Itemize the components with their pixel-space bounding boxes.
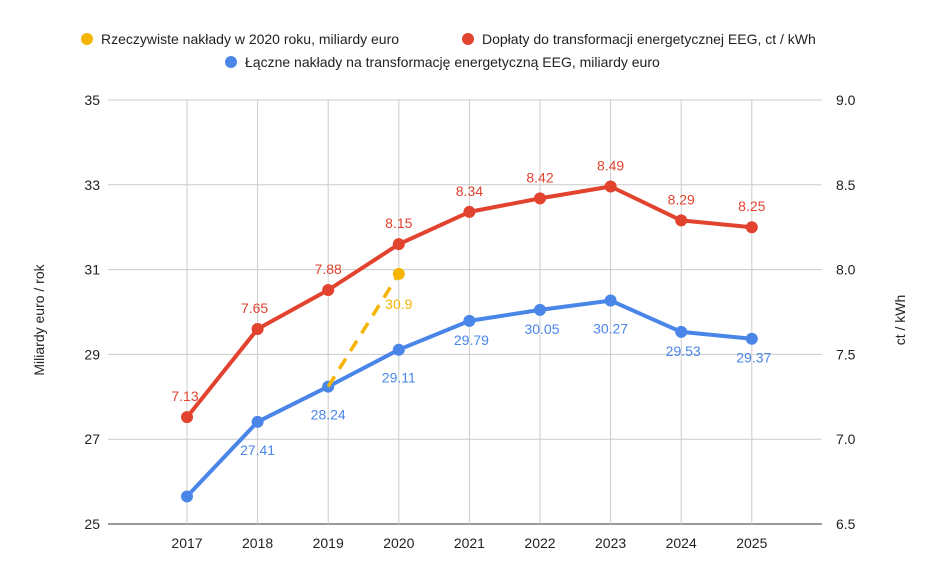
legend: Rzeczywiste nakłady w 2020 roku, miliard… bbox=[81, 31, 816, 70]
data-point bbox=[745, 332, 758, 345]
data-point bbox=[534, 192, 546, 205]
data-label: 27.41 bbox=[240, 442, 275, 458]
data-label: 8.42 bbox=[526, 169, 553, 185]
data-label: 29.79 bbox=[454, 332, 489, 348]
legend-item: Dopłaty do transformacji energetycznej E… bbox=[462, 31, 816, 47]
data-label: 8.29 bbox=[668, 191, 695, 207]
data-point bbox=[463, 314, 476, 327]
data-point bbox=[181, 411, 193, 424]
data-label: 29.11 bbox=[382, 370, 416, 386]
y-left-tick-label: 25 bbox=[84, 516, 100, 532]
data-label: 7.13 bbox=[171, 388, 198, 404]
x-tick-label: 2020 bbox=[383, 535, 414, 551]
y-right-tick-label: 9.0 bbox=[836, 92, 856, 108]
y-left-tick-label: 33 bbox=[84, 177, 100, 193]
legend-label: Dopłaty do transformacji energetycznej E… bbox=[482, 31, 816, 47]
x-tick-label: 2018 bbox=[242, 535, 273, 551]
legend-marker bbox=[225, 56, 237, 68]
data-label: 28.24 bbox=[311, 407, 346, 423]
data-label: 8.25 bbox=[738, 198, 765, 214]
y-left-axis-title: Miliardy euro / rok bbox=[31, 263, 47, 375]
y-right-tick-label: 8.0 bbox=[836, 262, 856, 278]
y-left-tick-label: 29 bbox=[84, 346, 100, 362]
grid bbox=[108, 99, 822, 525]
data-point bbox=[181, 490, 193, 503]
data-label: 8.49 bbox=[597, 157, 624, 173]
x-tick-label: 2023 bbox=[595, 535, 626, 551]
x-tick-label: 2024 bbox=[666, 535, 697, 551]
legend-marker bbox=[81, 33, 93, 45]
y-right-tick-label: 8.5 bbox=[836, 177, 856, 193]
data-point bbox=[392, 267, 405, 280]
data-point bbox=[251, 415, 264, 428]
labels-layer: 27.41 28.24 29.11 29.79 30.05 30.27 29.53 29.37… bbox=[171, 157, 771, 457]
data-point bbox=[604, 294, 617, 307]
axes: 25 27 29 31 33 35 6.5 7.0 7.5 8.0 8.5 9.0 2017 2018 20… bbox=[31, 92, 908, 551]
y-right-tick-label: 6.5 bbox=[836, 516, 856, 532]
y-right-tick-label: 7.0 bbox=[836, 431, 856, 447]
data-label: 30.9 bbox=[385, 296, 412, 312]
data-label: 30.05 bbox=[524, 321, 559, 337]
y-left-tick-label: 27 bbox=[84, 431, 100, 447]
legend-label: Rzeczywiste nakłady w 2020 roku, miliard… bbox=[101, 31, 399, 47]
legend-item: Łączne nakłady na transformację energety… bbox=[225, 54, 660, 70]
x-tick-label: 2017 bbox=[171, 535, 202, 551]
data-label: 7.65 bbox=[241, 300, 268, 316]
y-right-tick-label: 7.5 bbox=[836, 346, 856, 362]
x-tick-label: 2019 bbox=[313, 535, 344, 551]
data-point bbox=[534, 303, 546, 316]
legend-label: Łączne nakłady na transformację energety… bbox=[245, 54, 660, 70]
y-left-tick-label: 31 bbox=[84, 262, 100, 278]
data-label: 8.34 bbox=[456, 183, 483, 199]
x-tick-label: 2021 bbox=[454, 535, 485, 551]
data-point bbox=[675, 214, 688, 227]
data-point bbox=[392, 238, 405, 251]
series-layer bbox=[181, 180, 758, 503]
data-label: 29.37 bbox=[736, 350, 771, 366]
legend-item: Rzeczywiste nakłady w 2020 roku, miliard… bbox=[81, 31, 399, 47]
data-label: 7.88 bbox=[315, 261, 342, 277]
data-point bbox=[463, 205, 476, 218]
data-point bbox=[675, 325, 688, 338]
data-point bbox=[604, 180, 617, 193]
y-left-tick-label: 35 bbox=[84, 92, 100, 108]
series-line bbox=[326, 272, 401, 388]
legend-marker bbox=[462, 33, 474, 45]
x-tick-label: 2025 bbox=[736, 535, 767, 551]
data-label: 8.15 bbox=[385, 215, 412, 231]
data-point bbox=[251, 322, 264, 335]
y-right-axis-title: ct / kWh bbox=[892, 295, 908, 346]
data-point bbox=[392, 343, 405, 356]
data-label: 29.53 bbox=[666, 343, 701, 359]
data-point bbox=[745, 221, 758, 234]
x-tick-label: 2022 bbox=[524, 535, 555, 551]
data-point bbox=[322, 283, 335, 296]
data-label: 30.27 bbox=[593, 321, 628, 337]
